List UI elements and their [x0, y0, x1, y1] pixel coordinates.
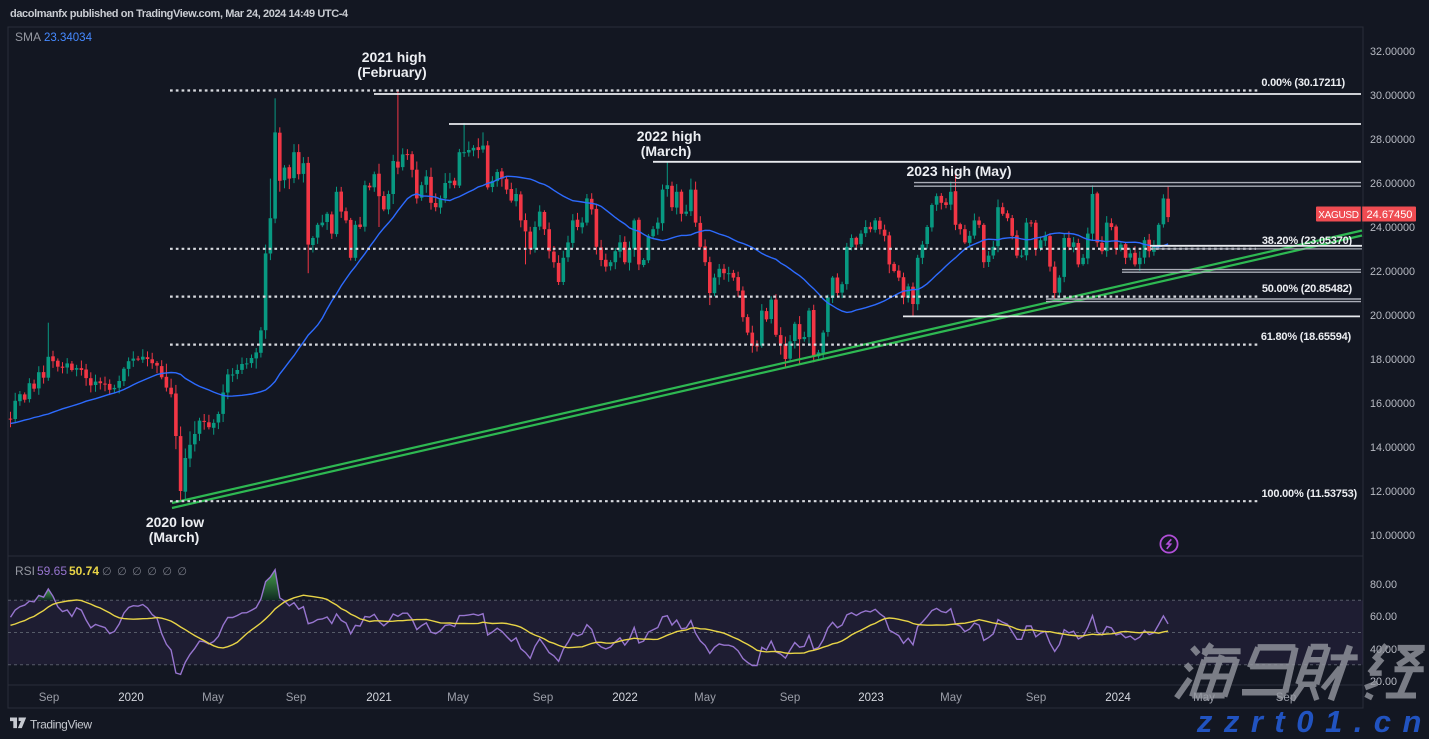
svg-text:XAGUSD: XAGUSD: [1318, 210, 1359, 221]
svg-text:TradingView: TradingView: [30, 718, 92, 732]
svg-text:38.20% (23.05370): 38.20% (23.05370): [1262, 235, 1353, 247]
svg-text:2020: 2020: [118, 692, 144, 704]
svg-text:May: May: [694, 692, 716, 704]
svg-text:16.00000: 16.00000: [1370, 398, 1415, 410]
svg-text:23.34034: 23.34034: [44, 32, 93, 44]
svg-text:2022 high: 2022 high: [637, 128, 702, 144]
svg-text:2022: 2022: [612, 692, 638, 704]
svg-text:(March): (March): [149, 529, 200, 545]
svg-text:(February): (February): [357, 64, 426, 80]
svg-text:2021: 2021: [366, 692, 392, 704]
svg-text:60.00: 60.00: [1370, 611, 1397, 623]
svg-text:50.74: 50.74: [69, 564, 99, 578]
svg-text:50.00% (20.85482): 50.00% (20.85482): [1262, 283, 1353, 295]
svg-text:RSI: RSI: [15, 564, 35, 578]
svg-text:18.00000: 18.00000: [1370, 354, 1415, 366]
svg-text:SMA: SMA: [15, 30, 41, 44]
svg-text:Sep: Sep: [39, 692, 59, 704]
svg-text:24.00000: 24.00000: [1370, 222, 1415, 234]
svg-text:May: May: [202, 692, 224, 704]
svg-text:Sep: Sep: [780, 692, 800, 704]
svg-text:22.00000: 22.00000: [1370, 266, 1415, 278]
svg-text:Sep: Sep: [286, 692, 306, 704]
svg-text:zzrt01.cn: zzrt01.cn: [1196, 704, 1429, 739]
svg-text:2023 high (May): 2023 high (May): [906, 163, 1011, 179]
svg-text:100.00% (11.53753): 100.00% (11.53753): [1262, 488, 1358, 500]
svg-text:28.00000: 28.00000: [1370, 134, 1415, 146]
svg-text:0.00% (30.17211): 0.00% (30.17211): [1261, 77, 1345, 89]
svg-text:26.00000: 26.00000: [1370, 178, 1415, 190]
svg-text:2023: 2023: [858, 692, 884, 704]
svg-text:May: May: [940, 692, 962, 704]
svg-text:24.67450: 24.67450: [1367, 209, 1413, 221]
svg-text:2020 low: 2020 low: [146, 514, 204, 530]
svg-text:30.00000: 30.00000: [1370, 90, 1415, 102]
svg-text:2021 high: 2021 high: [362, 49, 427, 65]
svg-text:12.00000: 12.00000: [1370, 486, 1415, 498]
svg-text:dacolmanfx published on Tradin: dacolmanfx published on TradingView.com,…: [10, 8, 349, 20]
svg-text:14.00000: 14.00000: [1370, 442, 1415, 454]
svg-text:May: May: [447, 692, 469, 704]
svg-text:20.00000: 20.00000: [1370, 310, 1415, 322]
svg-text:Sep: Sep: [533, 692, 553, 704]
svg-text:(March): (March): [641, 143, 692, 159]
svg-text:61.80% (18.65594): 61.80% (18.65594): [1261, 331, 1352, 343]
svg-text:Sep: Sep: [1026, 692, 1046, 704]
svg-text:32.00000: 32.00000: [1370, 46, 1415, 58]
svg-text:59.65: 59.65: [37, 564, 67, 578]
svg-text:10.00000: 10.00000: [1370, 530, 1415, 542]
svg-text:∅∅∅∅∅∅: ∅∅∅∅∅∅: [102, 566, 193, 578]
svg-text:80.00: 80.00: [1370, 579, 1397, 591]
svg-text:2024: 2024: [1105, 692, 1131, 704]
